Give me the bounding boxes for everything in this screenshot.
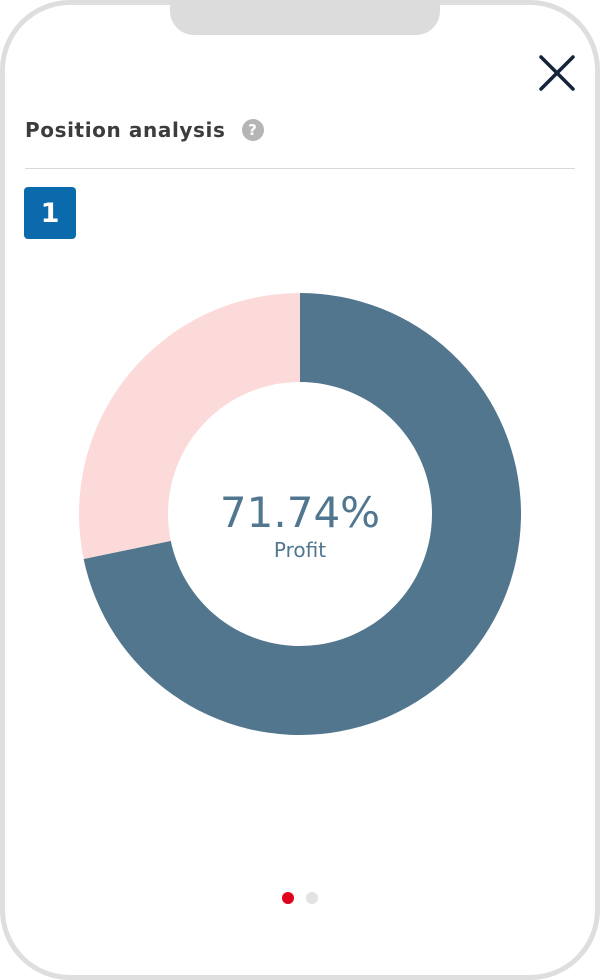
- donut-center: 71.74% Profit: [79, 488, 521, 563]
- profit-percent: 71.74%: [219, 488, 381, 537]
- donut-slice-profit: [83, 293, 521, 735]
- help-icon[interactable]: ?: [241, 119, 264, 141]
- profit-label: Profit: [273, 538, 327, 563]
- page-title: Position analysis: [25, 118, 226, 142]
- donut-chart: [79, 293, 521, 735]
- device-notch: [170, 0, 440, 35]
- pager: [0, 892, 600, 904]
- position-badge: 1: [24, 187, 76, 239]
- donut-slice-remainder: [79, 293, 300, 559]
- pager-dot-1[interactable]: [282, 892, 294, 904]
- header: Position analysis ?: [25, 118, 264, 142]
- close-button[interactable]: [532, 48, 584, 100]
- divider: [25, 168, 575, 169]
- pager-dot-2[interactable]: [306, 892, 318, 904]
- close-icon: [539, 55, 575, 91]
